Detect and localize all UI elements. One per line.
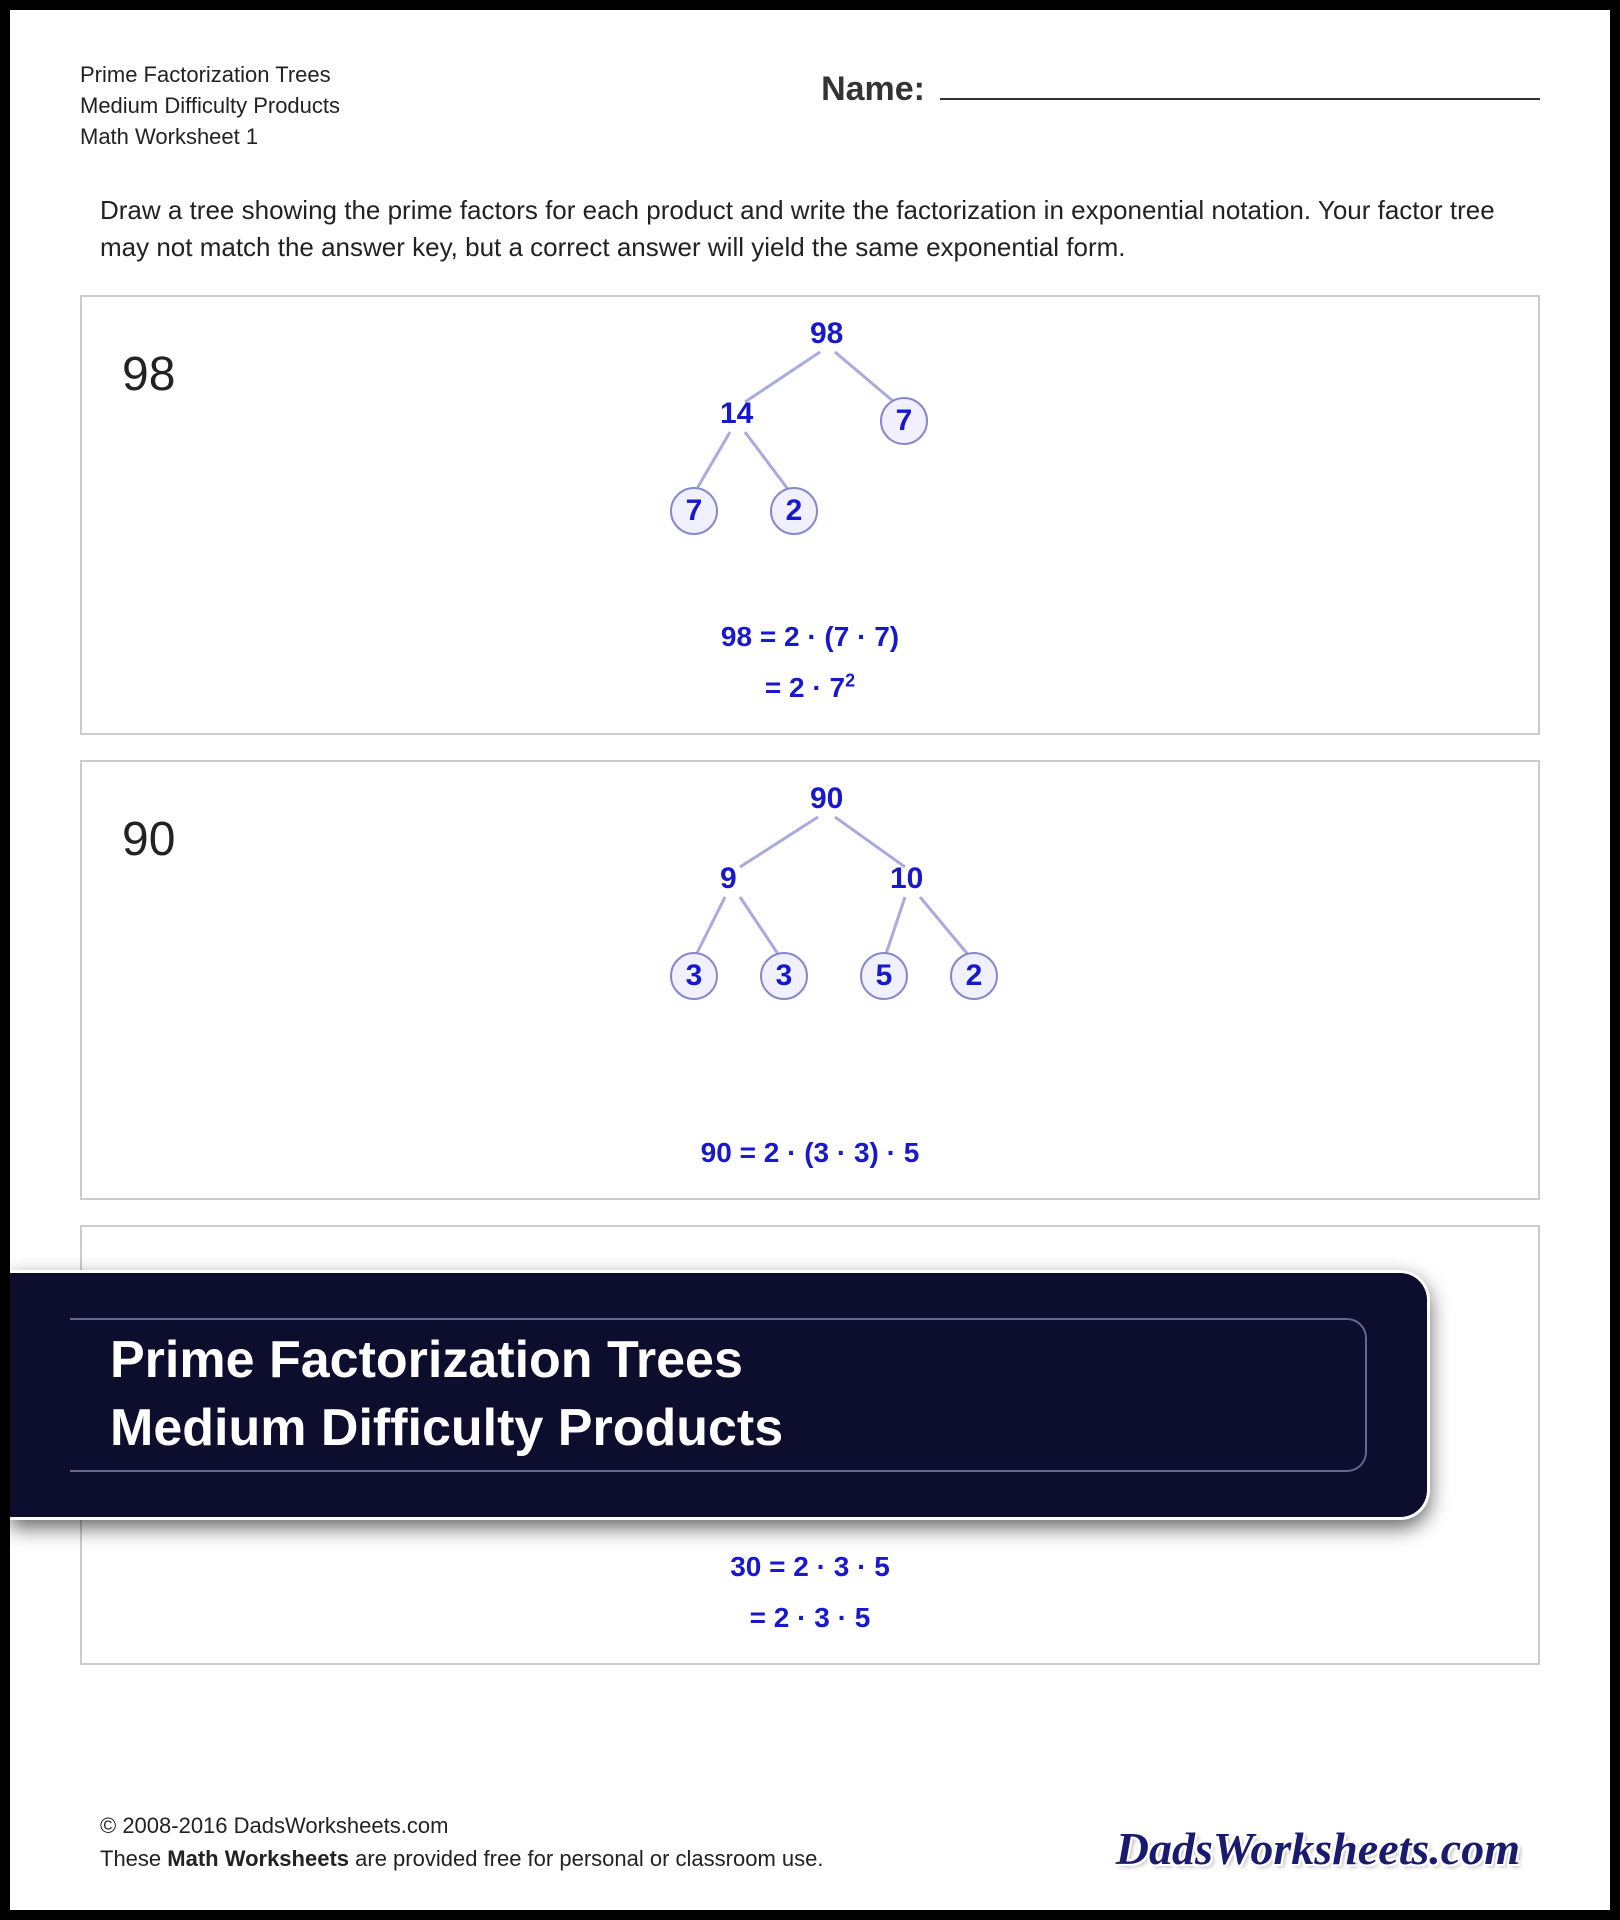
worksheet-page: Prime Factorization Trees Medium Difficu… bbox=[0, 0, 1620, 1920]
composite-node: 14 bbox=[720, 397, 753, 431]
tree-root: 98 bbox=[810, 317, 843, 351]
problem-number: 90 bbox=[122, 812, 175, 867]
header-line1: Prime Factorization Trees bbox=[80, 60, 340, 91]
name-label: Name: bbox=[821, 70, 925, 109]
name-area: Name: bbox=[821, 70, 1540, 109]
prime-node: 5 bbox=[860, 952, 908, 1000]
overlay-inner: Prime Factorization Trees Medium Difficu… bbox=[70, 1318, 1367, 1472]
footer-left: © 2008-2016 DadsWorksheets.com These Mat… bbox=[100, 1809, 823, 1875]
prime-node: 2 bbox=[770, 487, 818, 535]
prime-node: 3 bbox=[670, 952, 718, 1000]
problem-box: 90 90 9 10 33 52 90 = 2 · (3 · 3) · 5 bbox=[80, 760, 1540, 1200]
composite-node: 9 bbox=[720, 862, 737, 896]
factor-tree: 90 9 10 33 52 bbox=[560, 772, 1060, 1022]
problem-number: 98 bbox=[122, 347, 175, 402]
header-meta: Prime Factorization Trees Medium Difficu… bbox=[80, 60, 340, 152]
prime-node: 7 bbox=[880, 397, 928, 445]
prime-node: 3 bbox=[760, 952, 808, 1000]
prime-node: 2 bbox=[950, 952, 998, 1000]
footer: © 2008-2016 DadsWorksheets.com These Mat… bbox=[100, 1809, 1520, 1875]
composite-node: 10 bbox=[890, 862, 923, 896]
answer: 90 = 2 · (3 · 3) · 5 bbox=[701, 1128, 920, 1178]
problem-box: 98 98 14 7 7 2 98 = 2 · (7 · 7)= 2 · 72 bbox=[80, 295, 1540, 735]
factor-tree: 98 14 7 7 2 bbox=[560, 307, 1060, 557]
overlay-banner: Prime Factorization Trees Medium Difficu… bbox=[10, 1270, 1430, 1520]
header-line3: Math Worksheet 1 bbox=[80, 122, 340, 153]
overlay-line2: Medium Difficulty Products bbox=[110, 1395, 1325, 1463]
instructions: Draw a tree showing the prime factors fo… bbox=[100, 192, 1520, 265]
footer-usage: These Math Worksheets are provided free … bbox=[100, 1842, 823, 1875]
tree-root: 90 bbox=[810, 782, 843, 816]
overlay-line1: Prime Factorization Trees bbox=[110, 1327, 1325, 1395]
answer: 30 = 2 · 3 · 5= 2 · 3 · 5 bbox=[730, 1542, 890, 1643]
header: Prime Factorization Trees Medium Difficu… bbox=[80, 60, 1540, 152]
header-line2: Medium Difficulty Products bbox=[80, 91, 340, 122]
name-input-line[interactable] bbox=[940, 70, 1540, 100]
prime-node: 7 bbox=[670, 487, 718, 535]
footer-copyright: © 2008-2016 DadsWorksheets.com bbox=[100, 1809, 823, 1842]
footer-logo: DadsWorksheets.com bbox=[1116, 1822, 1520, 1875]
answer: 98 = 2 · (7 · 7)= 2 · 72 bbox=[721, 612, 899, 713]
